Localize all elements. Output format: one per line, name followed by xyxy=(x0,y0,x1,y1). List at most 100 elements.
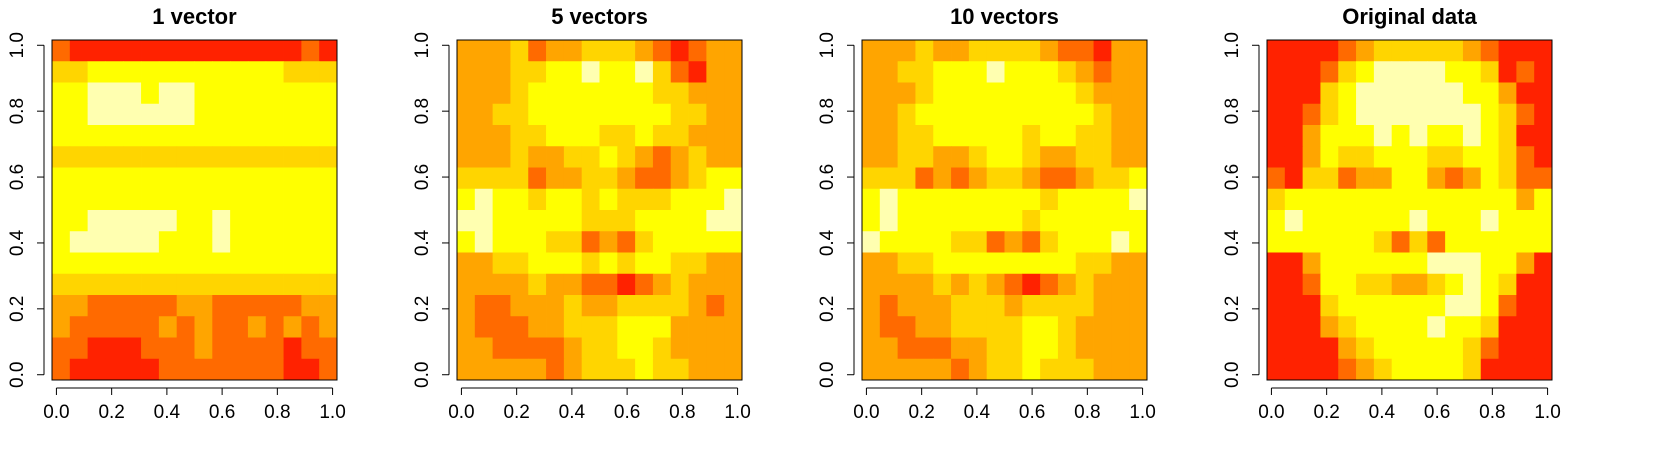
heat-cell xyxy=(510,210,529,232)
heat-cell xyxy=(158,40,178,62)
heat-cell xyxy=(688,337,707,360)
heat-cell xyxy=(1129,61,1148,83)
y-tick-label: 0.6 xyxy=(7,164,28,190)
heat-cell xyxy=(915,252,934,275)
heat-cell xyxy=(510,125,529,147)
heat-cell xyxy=(1302,82,1321,105)
x-tick-label: 0.4 xyxy=(559,402,586,423)
heat-cell xyxy=(87,82,106,105)
heat-cell xyxy=(52,61,71,83)
heat-cell xyxy=(474,167,494,190)
heat-cell xyxy=(1004,188,1023,211)
heat-cell xyxy=(546,316,565,338)
heat-cell xyxy=(1427,125,1446,147)
heat-cell xyxy=(283,125,302,147)
heat-cell xyxy=(457,210,476,232)
heat-cell xyxy=(862,146,881,168)
heat-cell xyxy=(158,61,178,83)
heat-cell xyxy=(1534,40,1553,62)
heat-cell xyxy=(1391,188,1410,211)
heat-cell xyxy=(1356,82,1375,105)
x-tick-label: 0.2 xyxy=(1313,402,1339,423)
heat-cell xyxy=(141,252,160,275)
heat-cell xyxy=(635,358,654,381)
heat-cell xyxy=(1445,231,1464,253)
heat-cell xyxy=(1267,358,1286,381)
heat-cell xyxy=(968,295,988,317)
heat-cell xyxy=(1284,146,1304,168)
heat-cell xyxy=(706,167,725,190)
heat-cell xyxy=(1356,146,1375,168)
heat-cell xyxy=(1302,167,1321,190)
heat-cell xyxy=(670,188,689,211)
heat-cell xyxy=(1409,231,1428,253)
heat-cell xyxy=(1267,167,1286,190)
heat-cell xyxy=(194,252,213,275)
heat-cell xyxy=(1320,210,1339,232)
heat-cell xyxy=(599,188,618,211)
heat-cell xyxy=(968,316,988,338)
heat-cell xyxy=(1498,337,1517,360)
heat-cell xyxy=(1516,167,1535,190)
heat-cell xyxy=(1129,146,1148,168)
heat-cell xyxy=(897,295,916,317)
heat-cell xyxy=(474,125,494,147)
heat-cell xyxy=(617,316,636,338)
heat-cell xyxy=(1075,103,1094,126)
heat-cell xyxy=(492,316,511,338)
heat-cell xyxy=(87,40,106,62)
heat-cell xyxy=(652,295,672,317)
heat-cell xyxy=(706,273,725,296)
heat-cell xyxy=(1057,358,1077,381)
panel: 1 vector 0.0 0.2 0.4 0.6 0.8 1.0 0.0 0.2 0.4 0.6 0.… xyxy=(7,4,346,423)
heat-cell xyxy=(879,103,899,126)
heat-cell xyxy=(546,210,565,232)
heat-cell xyxy=(69,103,89,126)
heat-cell xyxy=(474,358,494,381)
heat-cell xyxy=(1534,231,1553,253)
heat-cell xyxy=(105,146,124,168)
heat-cell xyxy=(1267,210,1286,232)
heat-cell xyxy=(1498,316,1517,338)
heat-cell xyxy=(968,82,988,105)
heat-cell xyxy=(1391,316,1410,338)
x-tick-label: 1.0 xyxy=(724,402,750,423)
heat-cell xyxy=(158,167,178,190)
heat-cell xyxy=(862,295,881,317)
heat-cell xyxy=(319,252,338,275)
heat-cell xyxy=(599,40,618,62)
heat-cell xyxy=(176,358,195,381)
plot-frame xyxy=(861,39,1148,381)
heat-cell xyxy=(1534,103,1553,126)
heat-cell xyxy=(1462,82,1482,105)
heat-cell xyxy=(247,337,267,360)
heat-cell xyxy=(1302,231,1321,253)
heat-cell xyxy=(862,252,881,275)
heat-cell xyxy=(706,231,725,253)
heat-cell xyxy=(123,146,142,168)
heat-cell xyxy=(319,316,338,338)
heat-cell xyxy=(301,146,320,168)
heat-cell xyxy=(1075,210,1094,232)
heat-cell xyxy=(688,316,707,338)
heat-cell xyxy=(968,337,988,360)
heat-cell xyxy=(1302,252,1321,275)
heat-cell xyxy=(1462,231,1482,253)
heat-cell xyxy=(986,167,1005,190)
heat-cell xyxy=(265,210,284,232)
heat-cell xyxy=(1427,188,1446,211)
heat-cell xyxy=(265,337,284,360)
heat-cell xyxy=(1356,231,1375,253)
heat-cell xyxy=(1302,125,1321,147)
heat-cell xyxy=(52,188,71,211)
heat-cell xyxy=(1391,210,1410,232)
heat-cell xyxy=(492,82,511,105)
heat-cell xyxy=(510,337,529,360)
heat-cell xyxy=(1516,188,1535,211)
heat-cell xyxy=(230,40,249,62)
heat-cell xyxy=(1057,316,1077,338)
heat-cell xyxy=(599,252,618,275)
heat-cell xyxy=(105,210,124,232)
heat-cell xyxy=(301,337,320,360)
heat-cell xyxy=(1338,210,1357,232)
